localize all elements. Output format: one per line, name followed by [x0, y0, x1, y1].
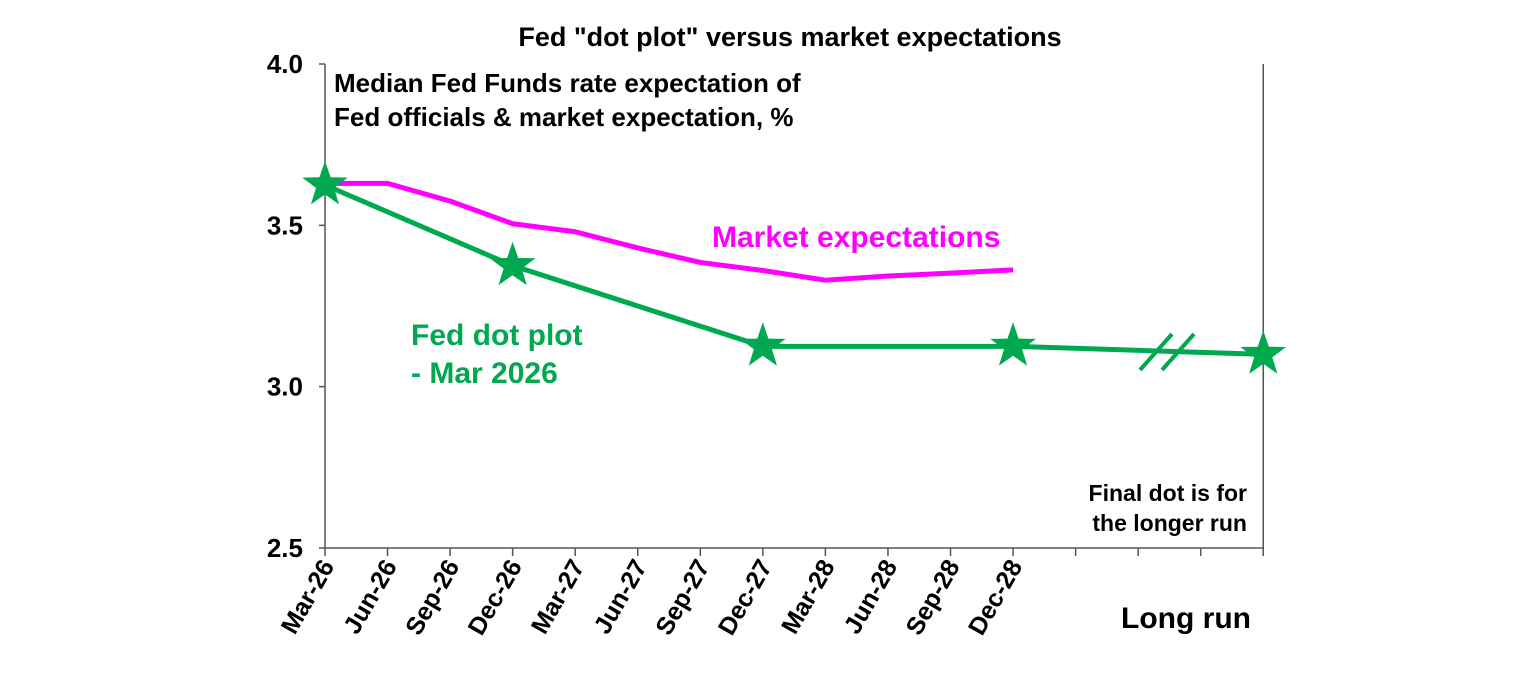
- x-tick-label: Sep-27: [650, 555, 715, 640]
- series: [302, 161, 1287, 374]
- subtitle-text-line: Median Fed Funds rate expectation of: [334, 68, 801, 98]
- final-dot-note-line: the longer run: [1092, 510, 1247, 536]
- labels: Market expectations Fed dot plot - Mar 202…: [411, 221, 1247, 536]
- x-tick-label: Dec-27: [713, 555, 778, 640]
- x-tick-label: Mar-27: [526, 555, 591, 639]
- x-tick-label: Long run: [1121, 602, 1251, 635]
- final-dot-note: Final dot is for the longer run: [1089, 480, 1247, 536]
- subtitle-text: Median Fed Funds rate expectation of Fed …: [334, 68, 801, 132]
- final-dot-note-line: Final dot is for: [1089, 480, 1247, 506]
- x-tick-label: Dec-26: [463, 555, 528, 640]
- star-marker: [740, 322, 786, 366]
- star-marker: [489, 241, 536, 286]
- x-tick-label: Mar-26: [276, 555, 341, 639]
- axis-break-mark: [1138, 332, 1174, 372]
- star-marker: [302, 161, 348, 205]
- market-expectations-line: [325, 180, 1014, 283]
- y-tick-label: 3.0: [267, 372, 303, 402]
- fed-dot-plot-label: Fed dot plot - Mar 2026: [411, 319, 583, 390]
- star-marker: [1240, 330, 1287, 374]
- axis-break-mark: [1160, 332, 1196, 372]
- x-tick-label: Jun-26: [338, 555, 403, 639]
- fed-dot-plot-label-line: Fed dot plot: [411, 319, 583, 352]
- y-tick-label: 2.5: [267, 533, 303, 563]
- x-tick-label: Mar-28: [776, 555, 841, 639]
- fed-dot-plot-label-line: - Mar 2026: [411, 357, 558, 390]
- y-tick-label: 3.5: [267, 210, 303, 240]
- chart-subtitle: Median Fed Funds rate expectation of Fed …: [334, 68, 801, 132]
- x-tick-label: Dec-28: [963, 555, 1028, 640]
- market-expectations-label: Market expectations: [712, 221, 1000, 254]
- x-tick-label: Jun-27: [588, 555, 653, 639]
- y-tick-label: 4.0: [267, 49, 303, 79]
- star-marker: [990, 322, 1036, 366]
- x-tick-label: Sep-28: [900, 555, 965, 640]
- subtitle-text-line: Fed officials & market expectation, %: [334, 102, 793, 132]
- chart-title: Fed "dot plot" versus market expectation…: [518, 22, 1061, 52]
- x-tick-label: Sep-26: [400, 555, 465, 640]
- x-tick-label: Jun-28: [839, 555, 904, 639]
